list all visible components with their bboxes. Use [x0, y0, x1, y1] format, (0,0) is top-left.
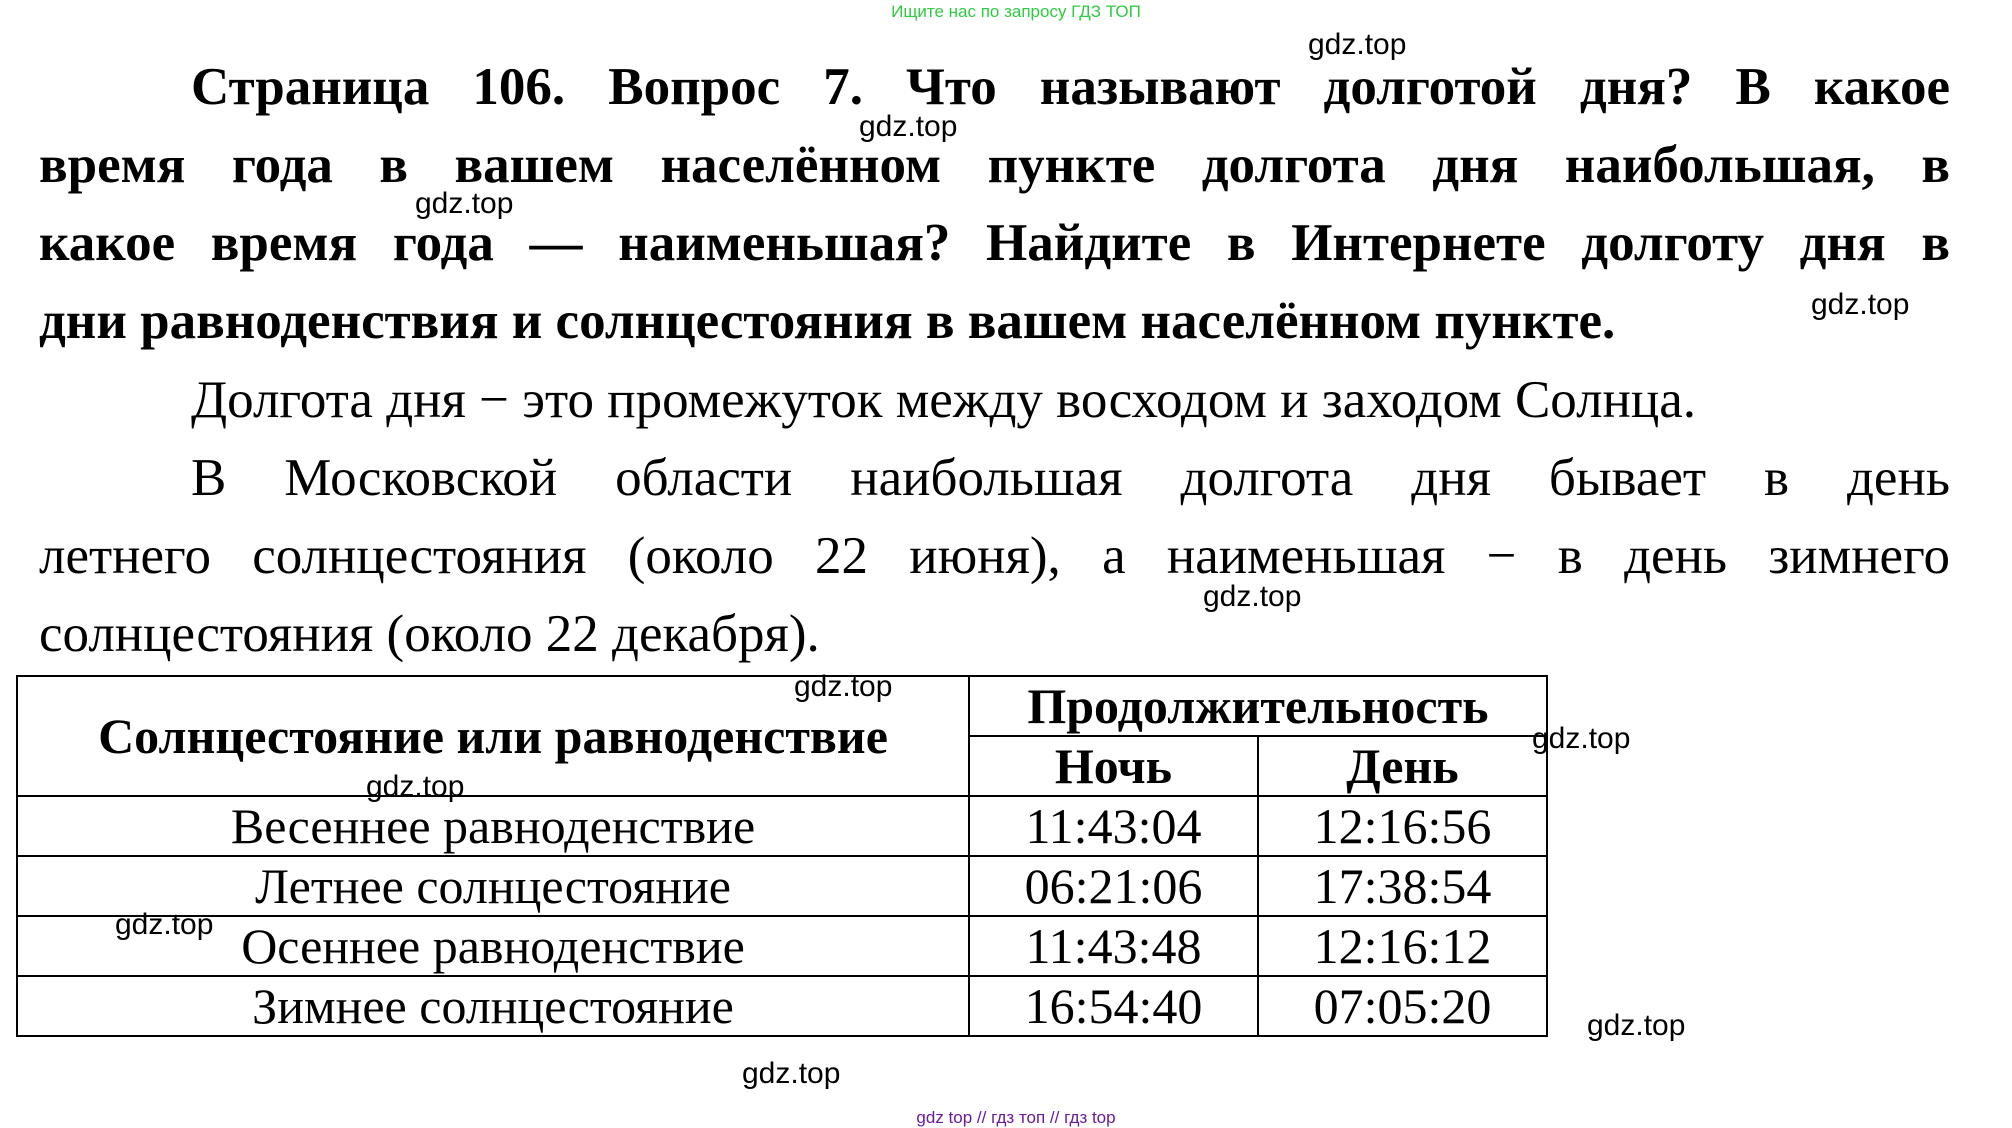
top-search-note: Ищите нас по запросу ГДЗ ТОП	[891, 2, 1141, 21]
question-line-1: Страница 106. Вопрос 7. Что называют дол…	[191, 58, 1950, 116]
bottom-note: gdz top // гдз топ // гдз top	[916, 1108, 1116, 1127]
watermark: gdz.top	[1308, 28, 1407, 61]
question-line-2: время года в вашем населённом пункте дол…	[39, 136, 1950, 194]
table-row: Осеннее равноденствие 11:43:48 12:16:12	[16, 915, 1548, 977]
row-name: Весеннее равноденствие	[16, 795, 970, 857]
row-day: 12:16:56	[1257, 795, 1548, 857]
daylength-table: Солнцестояние или равноденствие Продолжи…	[16, 675, 1548, 1037]
question-line-3: какое время года — наименьшая? Найдите в…	[39, 214, 1950, 272]
row-name: Летнее солнцестояние	[16, 855, 970, 917]
row-night: 06:21:06	[968, 855, 1259, 917]
row-name: Осеннее равноденствие	[16, 915, 970, 977]
watermark: gdz.top	[1203, 580, 1302, 613]
header-event: Солнцестояние или равноденствие	[16, 675, 970, 797]
table-row: Весеннее равноденствие 11:43:04 12:16:56	[16, 795, 1548, 857]
watermark: gdz.top	[366, 770, 465, 803]
row-day: 12:16:12	[1257, 915, 1548, 977]
watermark: gdz.top	[742, 1057, 841, 1090]
answer-line-2: В Московской области наибольшая долгота …	[191, 449, 1950, 507]
header-day: День	[1257, 735, 1548, 797]
row-night: 11:43:04	[968, 795, 1259, 857]
row-day: 17:38:54	[1257, 855, 1548, 917]
watermark: gdz.top	[415, 187, 514, 220]
watermark: gdz.top	[1532, 722, 1631, 755]
header-duration: Продолжительность	[968, 675, 1548, 737]
table-row: Летнее солнцестояние 06:21:06 17:38:54	[16, 855, 1548, 917]
row-day: 07:05:20	[1257, 975, 1548, 1037]
row-night: 11:43:48	[968, 915, 1259, 977]
watermark: gdz.top	[115, 908, 214, 941]
table-row: Зимнее солнцестояние 16:54:40 07:05:20	[16, 975, 1548, 1037]
row-name: Зимнее солнцестояние	[16, 975, 970, 1037]
watermark: gdz.top	[859, 110, 958, 143]
answer-line-3: летнего солнцестояния (около 22 июня), а…	[39, 527, 1950, 585]
watermark: gdz.top	[1587, 1009, 1686, 1042]
answer-line-4: солнцестояния (около 22 декабря).	[39, 605, 820, 663]
row-night: 16:54:40	[968, 975, 1259, 1037]
watermark: gdz.top	[1811, 288, 1910, 321]
answer-line-1: Долгота дня − это промежуток между восхо…	[191, 371, 1697, 429]
question-line-4: дни равноденствия и солнцестояния в ваше…	[39, 292, 1616, 350]
header-night: Ночь	[968, 735, 1259, 797]
watermark: gdz.top	[794, 670, 893, 703]
